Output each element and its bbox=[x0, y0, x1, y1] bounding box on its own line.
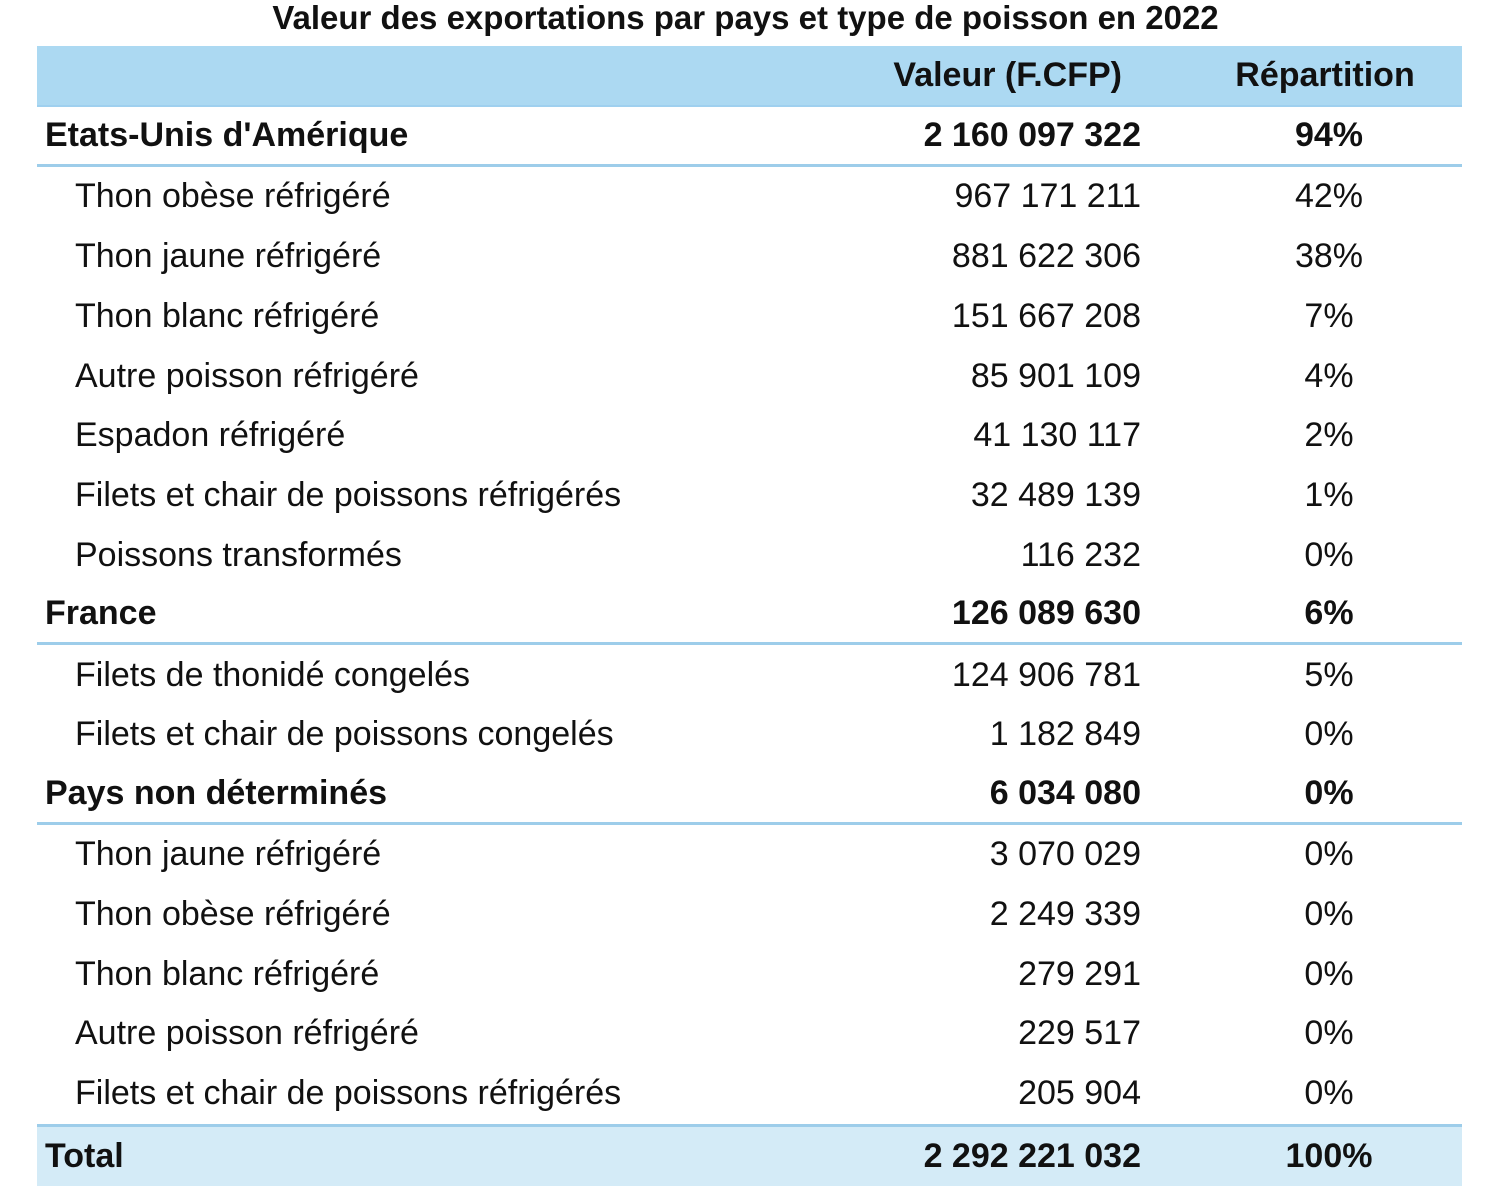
row-value: 205 904 bbox=[1018, 1074, 1141, 1113]
row-value: 881 622 306 bbox=[951, 236, 1141, 275]
row-label: Thon obèse réfrigéré bbox=[75, 894, 391, 933]
row-value: 967 171 211 bbox=[954, 177, 1141, 216]
row-value: 126 089 630 bbox=[951, 594, 1141, 633]
table-row: Autre poisson réfrigéré 229 517 0% bbox=[37, 1004, 1462, 1064]
row-share: 0% bbox=[1304, 1014, 1354, 1053]
total-value: 2 292 221 032 bbox=[923, 1136, 1141, 1175]
row-label: Thon jaune réfrigéré bbox=[75, 236, 382, 275]
row-share: 0% bbox=[1304, 715, 1354, 754]
row-share: 0% bbox=[1304, 773, 1354, 812]
row-label: Etats-Unis d'Amérique bbox=[45, 115, 409, 154]
row-value: 85 901 109 bbox=[970, 356, 1141, 395]
table-row: Filets de thonidé congelés 124 906 781 5… bbox=[37, 645, 1462, 705]
row-label: Thon jaune réfrigéré bbox=[75, 834, 382, 873]
row-share: 0% bbox=[1304, 954, 1354, 993]
table-row: Filets et chair de poissons réfrigérés 3… bbox=[37, 466, 1462, 526]
table-title: Valeur des exportations par pays et type… bbox=[272, 0, 1219, 36]
row-label: Thon obèse réfrigéré bbox=[75, 177, 391, 216]
row-value: 151 667 208 bbox=[951, 296, 1141, 335]
table-row: Thon jaune réfrigéré 3 070 029 0% bbox=[37, 825, 1462, 885]
table-row: Pays non déterminés 6 034 080 0% bbox=[37, 765, 1462, 825]
header-value: Valeur (F.CFP) bbox=[893, 56, 1122, 94]
row-label: Autre poisson réfrigéré bbox=[75, 1014, 419, 1053]
total-row: Total 2 292 221 032 100% bbox=[37, 1123, 1462, 1186]
total-share: 100% bbox=[1285, 1136, 1373, 1175]
row-share: 1% bbox=[1304, 476, 1354, 515]
table-row: Thon blanc réfrigéré 279 291 0% bbox=[37, 944, 1462, 1004]
row-value: 116 232 bbox=[1020, 535, 1141, 574]
row-label: Filets de thonidé congelés bbox=[75, 655, 471, 694]
row-label: Poissons transformés bbox=[75, 535, 402, 574]
row-share: 0% bbox=[1304, 894, 1354, 933]
row-share: 7% bbox=[1304, 296, 1354, 335]
row-share: 0% bbox=[1304, 535, 1354, 574]
total-label: Total bbox=[45, 1136, 124, 1175]
row-label: Thon blanc réfrigéré bbox=[75, 954, 380, 993]
row-value: 41 130 117 bbox=[973, 416, 1141, 455]
table-row: Autre poisson réfrigéré 85 901 109 4% bbox=[37, 346, 1462, 406]
row-label: Thon blanc réfrigéré bbox=[75, 296, 380, 335]
table-row: Filets et chair de poissons congelés 1 1… bbox=[37, 705, 1462, 765]
table-row: Filets et chair de poissons réfrigérés 2… bbox=[37, 1064, 1462, 1124]
row-value: 32 489 139 bbox=[970, 476, 1141, 515]
row-share: 5% bbox=[1304, 655, 1354, 694]
row-label: Autre poisson réfrigéré bbox=[75, 356, 419, 395]
row-value: 2 249 339 bbox=[989, 894, 1141, 933]
row-share: 38% bbox=[1294, 236, 1364, 275]
row-value: 229 517 bbox=[1018, 1014, 1141, 1053]
row-label: Filets et chair de poissons réfrigérés bbox=[75, 476, 622, 515]
row-value: 1 182 849 bbox=[989, 715, 1141, 754]
table-row: France 126 089 630 6% bbox=[37, 585, 1462, 646]
row-share: 0% bbox=[1304, 834, 1354, 873]
table-row: Thon obèse réfrigéré 2 249 339 0% bbox=[37, 884, 1462, 944]
row-value: 3 070 029 bbox=[989, 834, 1141, 873]
row-label: Filets et chair de poissons réfrigérés bbox=[75, 1074, 622, 1113]
row-label: Espadon réfrigéré bbox=[75, 416, 346, 455]
row-value: 279 291 bbox=[1018, 954, 1141, 993]
row-share: 0% bbox=[1304, 1074, 1354, 1113]
row-value: 124 906 781 bbox=[951, 655, 1141, 694]
table-row: Poissons transformés 116 232 0% bbox=[37, 526, 1462, 586]
row-share: 2% bbox=[1304, 416, 1354, 455]
table-row: Thon jaune réfrigéré 881 622 306 38% bbox=[37, 227, 1462, 287]
table-row: Thon blanc réfrigéré 151 667 208 7% bbox=[37, 286, 1462, 346]
table-row: Espadon réfrigéré 41 130 117 2% bbox=[37, 406, 1462, 466]
row-label: France bbox=[45, 594, 157, 633]
table-row: Etats-Unis d'Amérique 2 160 097 322 94% bbox=[37, 107, 1462, 167]
row-share: 42% bbox=[1294, 177, 1364, 216]
table-header: Valeur (F.CFP) Répartition bbox=[37, 46, 1462, 107]
exports-table: Valeur (F.CFP) Répartition Etats-Unis d'… bbox=[37, 46, 1462, 1186]
row-share: 94% bbox=[1294, 115, 1364, 154]
header-share: Répartition bbox=[1235, 56, 1415, 94]
row-value: 6 034 080 bbox=[989, 773, 1141, 812]
row-label: Pays non déterminés bbox=[45, 773, 388, 812]
row-share: 4% bbox=[1304, 356, 1354, 395]
row-label: Filets et chair de poissons congelés bbox=[75, 715, 614, 754]
row-value: 2 160 097 322 bbox=[923, 115, 1141, 154]
table-row: Thon obèse réfrigéré 967 171 211 42% bbox=[37, 167, 1462, 227]
row-share: 6% bbox=[1304, 594, 1354, 633]
